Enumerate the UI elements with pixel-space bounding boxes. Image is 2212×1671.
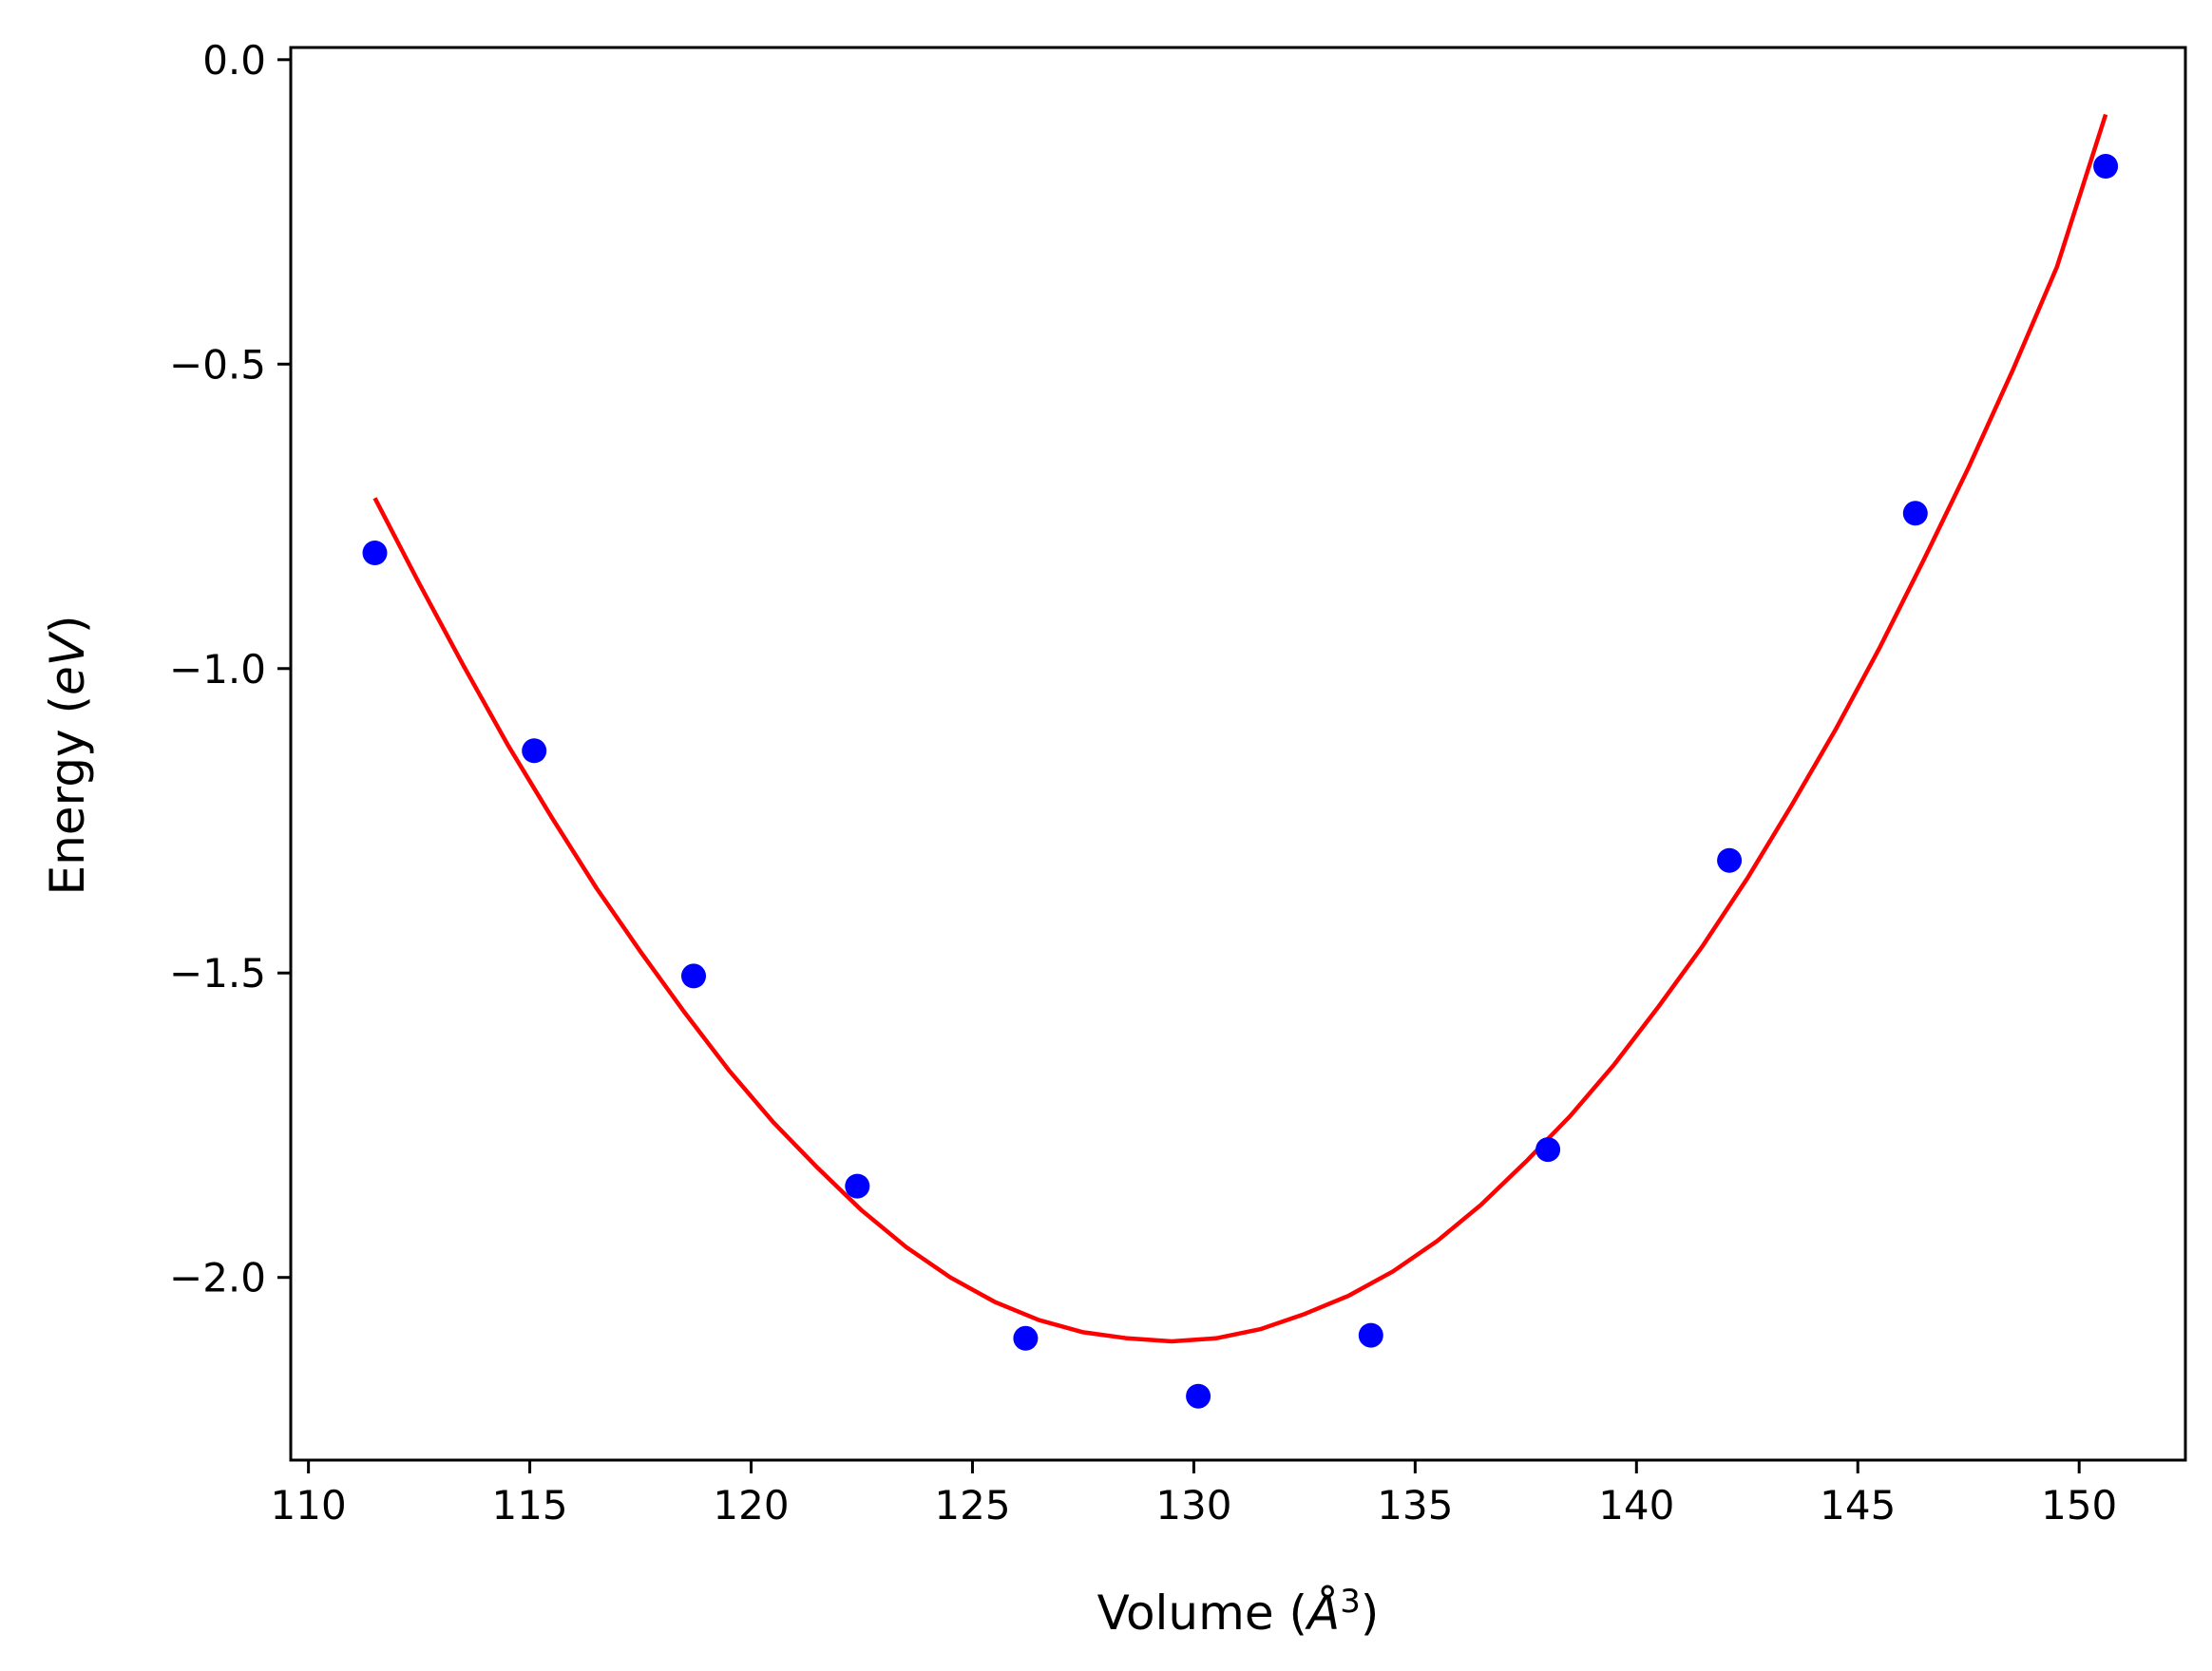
x-tick-label: 115 [491, 1482, 567, 1529]
fit-curve [372, 113, 2108, 1344]
y-tick-label: 0.0 [202, 37, 266, 84]
data-point [1902, 501, 1928, 526]
x-tick-label: 150 [2041, 1482, 2117, 1529]
x-tick-label: 130 [1155, 1482, 1231, 1529]
x-tick-label: 110 [271, 1482, 347, 1529]
x-tick-label: 125 [934, 1482, 1010, 1529]
data-point [362, 541, 388, 565]
x-axis-ticks: 110 115 120 125 130 135 140 145 150 [271, 1460, 2117, 1529]
y-axis-ticks: 0.0 −0.5 −1.0 −1.5 −2.0 [169, 37, 291, 1301]
data-point [1186, 1383, 1211, 1409]
x-tick-label: 145 [1820, 1482, 1896, 1529]
y-tick-label: −1.5 [169, 950, 266, 997]
y-tick-label: −2.0 [169, 1255, 266, 1301]
y-tick-label: −1.0 [169, 646, 266, 693]
data-point [1535, 1137, 1561, 1163]
y-axis-label: Energy (eV) [40, 616, 95, 896]
data-point [1717, 847, 1743, 873]
x-tick-label: 135 [1377, 1482, 1453, 1529]
data-point [845, 1173, 870, 1199]
fit-curve-layer [372, 113, 2108, 1344]
y-tick-label: −0.5 [169, 341, 266, 388]
data-point [522, 738, 547, 764]
data-point [1358, 1322, 1383, 1348]
plot-frame [289, 46, 2187, 1462]
x-tick-label: 120 [713, 1482, 789, 1529]
data-point [681, 963, 706, 989]
data-points-layer [362, 154, 2119, 1409]
x-tick-label: 140 [1598, 1482, 1674, 1529]
x-axis-label: Volume (Å3) [1097, 1583, 1380, 1641]
data-point [2093, 154, 2119, 179]
data-point [1013, 1325, 1039, 1351]
